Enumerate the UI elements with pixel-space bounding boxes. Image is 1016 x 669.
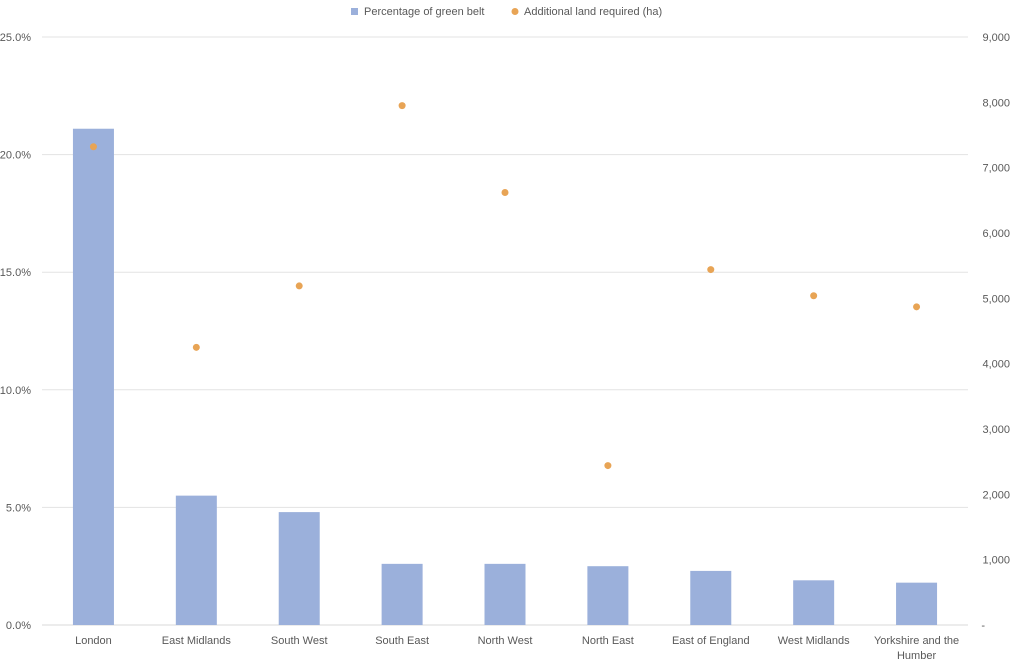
left-axis-ticks: 0.0% 5.0% 10.0% 15.0% 20.0% 25.0%: [0, 32, 31, 632]
scatter-point: [89, 143, 97, 151]
scatter-point: [295, 282, 303, 290]
category-label: East Midlands: [162, 635, 232, 647]
legend-swatch-bar: [351, 8, 358, 15]
bar: [690, 570, 732, 625]
category-label: Yorkshire and the Humber: [874, 635, 959, 662]
left-tick-label: 10.0%: [0, 385, 31, 397]
scatter-point: [192, 343, 200, 351]
legend: Percentage of green belt Additional land …: [351, 6, 662, 18]
scatter-point: [810, 292, 818, 300]
left-tick-label: 0.0%: [6, 620, 31, 632]
bar: [278, 512, 320, 625]
category-label: South West: [271, 635, 328, 647]
category-label: North West: [478, 635, 533, 647]
left-tick-label: 5.0%: [6, 502, 31, 514]
bar: [72, 128, 114, 625]
right-tick-label: -: [981, 620, 985, 632]
bar: [896, 582, 938, 625]
category-label: North East: [582, 635, 634, 647]
right-tick-label: 5,000: [982, 293, 1010, 305]
bar-series: [72, 128, 938, 625]
right-tick-label: 9,000: [982, 32, 1010, 44]
right-tick-label: 7,000: [982, 163, 1010, 175]
category-label: West Midlands: [778, 635, 850, 647]
left-tick-label: 15.0%: [0, 267, 31, 279]
scatter-point: [707, 266, 715, 274]
scatter-point: [398, 102, 406, 110]
bar: [793, 580, 835, 625]
legend-label: Additional land required (ha): [524, 6, 662, 18]
scatter-point: [913, 303, 921, 311]
bar: [484, 563, 526, 625]
category-label: South East: [375, 635, 429, 647]
scatter-series: [89, 102, 921, 470]
gridlines: [42, 36, 968, 508]
right-tick-label: 3,000: [982, 424, 1010, 436]
bar: [587, 566, 629, 625]
category-labels: London East Midlands South West South East N…: [75, 635, 959, 662]
right-tick-label: 6,000: [982, 228, 1010, 240]
left-tick-label: 20.0%: [0, 150, 31, 162]
bar: [175, 495, 217, 625]
right-tick-label: 8,000: [982, 97, 1010, 109]
scatter-point: [501, 188, 509, 196]
legend-swatch-dot: [511, 8, 519, 15]
right-tick-label: 4,000: [982, 359, 1010, 371]
right-tick-label: 2,000: [982, 489, 1010, 501]
scatter-point: [604, 462, 612, 470]
bar: [381, 563, 423, 625]
category-label: East of England: [672, 635, 750, 647]
right-tick-label: 1,000: [982, 555, 1010, 567]
legend-label: Percentage of green belt: [364, 6, 484, 18]
left-tick-label: 25.0%: [0, 32, 31, 44]
category-label: London: [75, 635, 112, 647]
right-axis-ticks: - 1,000 2,000 3,000 4,000 5,000 6,000 7,000 8,00…: [981, 32, 1010, 632]
